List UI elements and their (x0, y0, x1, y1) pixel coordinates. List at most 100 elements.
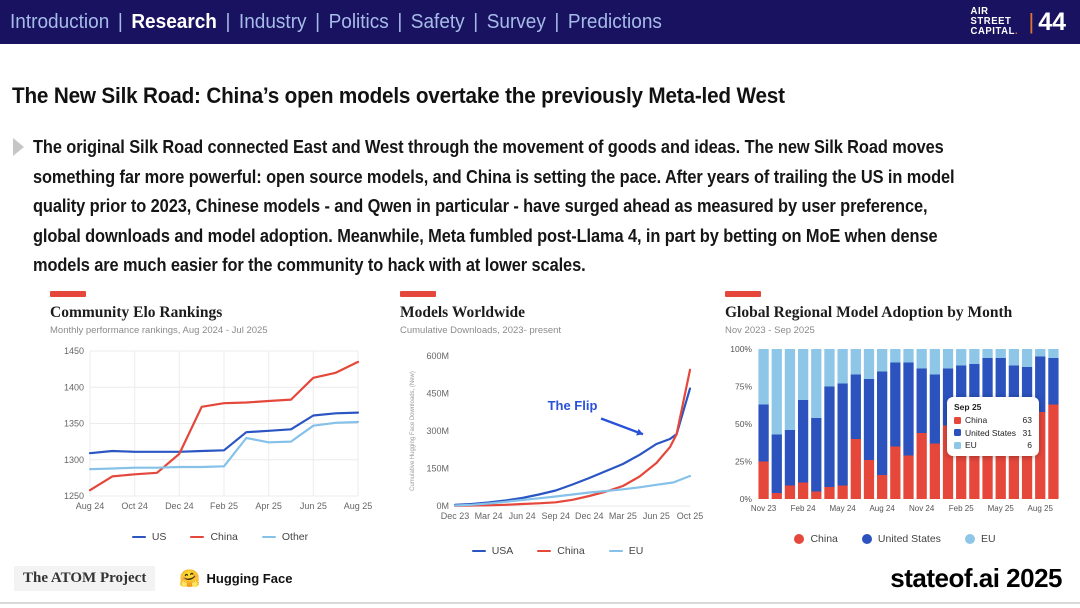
svg-text:May 25: May 25 (988, 504, 1015, 513)
legend-label: EU (980, 533, 996, 545)
nav-separator: | (554, 10, 560, 33)
nav-item-introduction[interactable]: Introduction (10, 10, 110, 33)
legend-marker-icon (537, 549, 552, 553)
tooltip-value: 31 (1022, 427, 1032, 438)
nav-item-politics[interactable]: Politics (328, 10, 389, 33)
svg-text:Oct 25: Oct 25 (677, 511, 704, 521)
chart-regional-adoption: Global Regional Model Adoption by Month … (725, 291, 1065, 545)
downloads-chart-legend: USA China EU (400, 545, 715, 557)
svg-text:300M: 300M (426, 426, 449, 436)
legend-label: United States (877, 533, 941, 545)
tooltip-row-china: China 63 (954, 415, 1032, 425)
chart-accent-bar (725, 291, 761, 297)
top-nav: Introduction | Research | Industry | Politics |… (0, 0, 1080, 44)
body-paragraph-row: The original Silk Road connected East an… (13, 133, 1071, 281)
nav-separator: | (473, 10, 479, 33)
legend-item-eu: EU (608, 545, 643, 557)
page-number: 44 (1038, 7, 1066, 36)
tooltip-label: United States (965, 427, 1017, 438)
svg-text:Cumulative Hugging Face Downlo: Cumulative Hugging Face Downloads, (New) (410, 371, 416, 491)
legend-marker-icon (964, 534, 975, 544)
svg-text:0M: 0M (436, 501, 449, 511)
svg-text:Mar 25: Mar 25 (609, 511, 637, 521)
legend-marker-icon (190, 535, 205, 539)
svg-text:Feb 25: Feb 25 (949, 504, 974, 513)
svg-text:600M: 600M (426, 351, 449, 361)
svg-text:Dec 24: Dec 24 (575, 511, 604, 521)
elo-line-chart[interactable]: 1250 1300 1350 1400 1450 Aug 24 Oct 24 Dec 24 Fe… (50, 342, 390, 514)
svg-text:Oct 24: Oct 24 (121, 501, 148, 511)
logo-period: . (1015, 26, 1019, 37)
chart-subtitle: Nov 2023 - Sep 2025 (725, 325, 815, 336)
chart-subtitle: Monthly performance rankings, Aug 2024 -… (50, 325, 268, 336)
chart-title: Community Elo Rankings (50, 304, 223, 321)
chart-title: Models Worldwide (400, 304, 526, 321)
svg-text:150M: 150M (426, 464, 449, 474)
legend-item-eu: EU (964, 533, 996, 545)
legend-item-usa: USA (471, 545, 514, 557)
stateofai-brand: stateof.ai 2025 (890, 563, 1062, 593)
legend-marker-icon (261, 535, 276, 539)
svg-text:Dec 23: Dec 23 (441, 511, 470, 521)
legend-label: China (557, 545, 585, 557)
adoption-bar-chart[interactable]: 0% 25% 50% 75% 100% Nov 23 Feb 24 May 24 Aug 24 N… (725, 342, 1065, 516)
svg-text:1350: 1350 (64, 419, 84, 429)
chart-tooltip: Sep 25 China 63 United States 31 EU 6 (947, 397, 1039, 456)
nav-item-industry[interactable]: Industry (238, 10, 307, 33)
svg-text:Dec 24: Dec 24 (165, 501, 194, 511)
svg-text:The Flip: The Flip (548, 398, 598, 413)
legend-marker-icon (471, 549, 486, 553)
chart-subtitle: Cumulative Downloads, 2023- present (400, 325, 562, 336)
svg-text:75%: 75% (735, 382, 752, 392)
charts-row: Community Elo Rankings Monthly performan… (0, 291, 1080, 566)
nav-right: AIR STREET CAPITAL. | 44 (968, 7, 1066, 37)
downloads-line-chart[interactable]: 0M 150M 300M 450M 600M Dec 23 Mar 24 Jun 24 Sep … (400, 342, 715, 528)
nav-item-safety[interactable]: Safety (410, 10, 465, 33)
svg-text:450M: 450M (426, 389, 449, 399)
nav-item-predictions[interactable]: Predictions (567, 10, 662, 33)
svg-text:Nov 24: Nov 24 (909, 504, 935, 513)
adoption-chart-legend: China United States EU (725, 533, 1065, 545)
page-title: The New Silk Road: China’s open models o… (12, 83, 785, 108)
legend-item-other: Other (261, 531, 308, 543)
svg-text:Mar 24: Mar 24 (475, 511, 503, 521)
legend-label: USA (491, 545, 514, 557)
nav-item-research[interactable]: Research (131, 10, 217, 33)
legend-label: China (810, 533, 838, 545)
footer: The ATOM Project 🤗 Hugging Face stateof.… (14, 563, 1062, 594)
svg-text:1400: 1400 (64, 382, 84, 392)
nav-separator: | (397, 10, 403, 33)
nav-separator: | (117, 10, 123, 33)
svg-text:1250: 1250 (64, 491, 84, 501)
logo-line: STREET (970, 16, 1012, 27)
hugging-face-logo[interactable]: 🤗 Hugging Face (179, 569, 292, 589)
page-number-separator: | (1028, 9, 1035, 34)
chart-community-elo-rankings: Community Elo Rankings Monthly performan… (50, 291, 390, 543)
tooltip-swatch-icon (954, 441, 961, 449)
nav-separator: | (225, 10, 231, 33)
tooltip-swatch-icon (954, 429, 961, 436)
tooltip-swatch-icon (954, 416, 961, 424)
hugging-face-label: Hugging Face (206, 571, 293, 586)
tooltip-row-united-states: United States 31 (954, 428, 1032, 438)
nav-item-survey[interactable]: Survey (486, 10, 546, 33)
svg-text:Apr 25: Apr 25 (255, 501, 282, 511)
svg-text:25%: 25% (735, 457, 752, 467)
tooltip-row-eu: EU 6 (954, 440, 1032, 450)
tooltip-value: 6 (1027, 440, 1032, 450)
svg-text:Aug 24: Aug 24 (76, 501, 105, 511)
atom-project-logo[interactable]: The ATOM Project (14, 566, 156, 591)
tooltip-header: Sep 25 (954, 402, 982, 412)
svg-text:Aug 25: Aug 25 (344, 501, 373, 511)
legend-label: China (210, 531, 238, 543)
body-text: The original Silk Road connected East an… (33, 137, 955, 275)
bullet-arrow-icon (13, 138, 24, 156)
legend-item-us: US (131, 531, 166, 543)
nav-menu: Introduction | Research | Industry | Politics |… (10, 11, 662, 34)
elo-chart-legend: US China Other (50, 531, 390, 543)
svg-text:0%: 0% (740, 494, 753, 504)
tooltip-label: China (965, 415, 988, 425)
legend-marker-icon (861, 534, 872, 544)
svg-text:50%: 50% (735, 419, 752, 429)
